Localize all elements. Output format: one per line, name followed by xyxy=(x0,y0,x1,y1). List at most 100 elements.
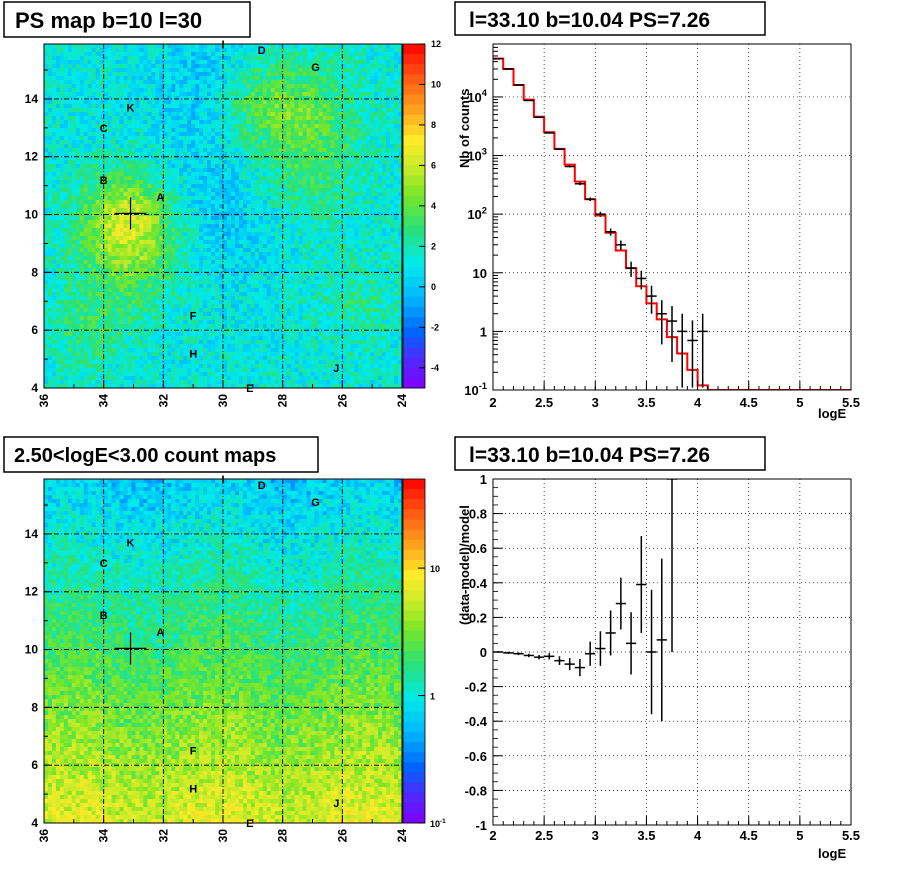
ps-cell xyxy=(63,112,69,117)
ps-cell xyxy=(215,172,220,177)
ps-cell xyxy=(298,152,303,157)
ps-cell xyxy=(103,232,109,237)
ps-cell xyxy=(254,144,260,149)
ps-cell xyxy=(159,172,164,177)
ps-cell xyxy=(282,260,288,265)
ps-cell xyxy=(91,212,97,217)
ps-cell xyxy=(103,120,109,125)
ps-cell xyxy=(119,56,124,61)
ps-cell xyxy=(71,260,77,265)
ps-cell xyxy=(342,160,347,165)
ps-cell xyxy=(378,48,383,53)
ps-cell xyxy=(119,184,124,189)
ps-cell xyxy=(310,120,315,125)
ps-cell xyxy=(394,72,399,77)
ps-cell xyxy=(290,120,295,125)
ps-cell xyxy=(79,172,85,177)
ps-cell xyxy=(163,172,168,177)
ps-cell xyxy=(378,216,383,221)
ps-cell xyxy=(362,164,367,169)
ps-cell xyxy=(274,256,280,261)
ps-cell xyxy=(187,140,192,145)
ps-cell xyxy=(250,48,256,53)
ps-cell xyxy=(238,180,244,185)
ps-cell xyxy=(167,200,172,205)
ps-cell xyxy=(370,52,375,57)
ps-cell xyxy=(346,52,351,57)
ps-cell xyxy=(238,136,244,141)
ps-cell xyxy=(44,116,49,121)
ps-cell xyxy=(238,204,244,209)
ps-cell xyxy=(278,96,284,101)
ps-cell xyxy=(147,48,152,53)
ps-cell xyxy=(83,100,89,105)
ps-cell xyxy=(103,48,109,53)
ps-cell xyxy=(342,184,347,189)
ps-cell xyxy=(262,168,268,173)
ps-cell xyxy=(330,52,335,57)
ps-cell xyxy=(203,184,208,189)
ps-cell xyxy=(302,216,307,221)
ps-cell xyxy=(250,120,256,125)
ps-cell xyxy=(242,160,248,165)
ps-cell xyxy=(346,192,351,197)
ps-cell xyxy=(350,256,355,261)
ps-cell xyxy=(55,64,61,69)
ps-cell xyxy=(203,200,208,205)
ps-cell xyxy=(163,88,168,93)
ps-cell xyxy=(155,184,160,189)
ps-cell xyxy=(330,92,335,97)
ps-cell xyxy=(115,176,120,181)
ps-cell xyxy=(386,172,391,177)
ps-cell xyxy=(47,56,53,61)
ps-cell xyxy=(318,72,323,77)
ps-cell xyxy=(310,92,315,97)
ps-cell xyxy=(107,252,113,257)
ps-cell xyxy=(55,68,61,73)
ps-cell xyxy=(374,128,379,133)
ps-cell xyxy=(179,244,184,249)
ps-cell xyxy=(234,56,240,61)
ps-cell xyxy=(322,236,327,241)
ps-cell xyxy=(119,44,124,49)
ps-cell xyxy=(382,108,387,113)
ps-cell xyxy=(163,128,168,133)
ps-cell xyxy=(159,220,164,225)
ps-cell xyxy=(63,136,69,141)
ps-cell xyxy=(266,156,272,161)
ps-cell xyxy=(95,220,101,225)
ps-cell xyxy=(286,88,292,93)
ps-cell xyxy=(226,128,232,133)
ps-cell xyxy=(398,48,403,53)
ps-cell xyxy=(51,108,57,113)
ps-cell xyxy=(131,148,136,153)
ps-cell xyxy=(278,252,284,257)
ps-cell xyxy=(119,72,124,77)
ps-cell xyxy=(338,124,343,129)
ps-cell xyxy=(398,80,403,85)
ps-cell xyxy=(51,124,57,129)
ps-cell xyxy=(79,80,85,85)
ps-cell xyxy=(258,220,264,225)
ps-cell xyxy=(246,196,252,201)
ps-cell xyxy=(75,232,81,237)
ps-cell xyxy=(103,108,109,113)
ps-cell xyxy=(115,84,120,89)
ps-cell xyxy=(67,176,73,181)
ps-cell xyxy=(258,68,264,73)
ps-cell xyxy=(298,216,303,221)
ps-cell xyxy=(358,220,363,225)
ps-cell xyxy=(155,156,160,161)
ps-cell xyxy=(195,76,200,81)
ps-cell xyxy=(282,252,288,257)
ps-cell xyxy=(314,104,319,109)
ps-cell xyxy=(342,220,347,225)
ps-cell xyxy=(266,136,272,141)
ps-cell xyxy=(127,56,132,61)
ps-cell xyxy=(187,240,192,245)
ps-cell xyxy=(219,240,224,245)
ps-cell xyxy=(382,72,387,77)
ps-cell xyxy=(338,200,343,205)
ps-cell xyxy=(67,132,73,137)
ps-cell xyxy=(386,48,391,53)
